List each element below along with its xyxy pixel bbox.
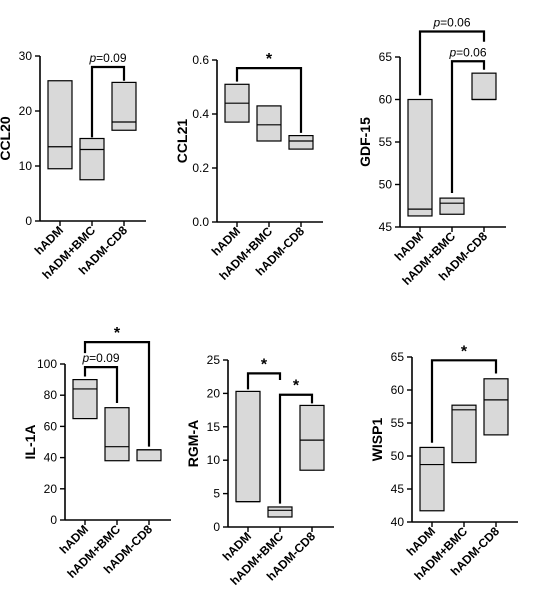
y-tick-label: 0.0 xyxy=(192,215,209,229)
significance-star: * xyxy=(114,325,121,342)
y-tick-label: 20 xyxy=(44,482,58,496)
y-tick-label: 0.4 xyxy=(192,107,209,121)
y-tick-label: 55 xyxy=(391,416,405,430)
significance-bracket xyxy=(430,359,498,443)
p-value-label: p=0.06 xyxy=(432,16,470,30)
y-axis-title: CCL21 xyxy=(174,119,190,164)
box-hadm-bmc xyxy=(451,404,477,464)
y-tick-label: 60 xyxy=(44,419,58,433)
y-tick-label: 0 xyxy=(213,520,220,534)
y-tick-label: 25 xyxy=(207,353,221,367)
significance-star: * xyxy=(461,343,468,360)
y-tick-label: 0 xyxy=(25,214,32,228)
y-tick-label: 40 xyxy=(391,515,405,529)
significance-bracket xyxy=(278,393,314,504)
y-tick-label: 45 xyxy=(379,220,393,234)
significance-star: * xyxy=(266,51,273,68)
y-tick-label: 80 xyxy=(44,388,58,402)
y-tick-label: 65 xyxy=(379,50,393,64)
y-tick-label: 55 xyxy=(379,135,393,149)
box-hadm-cd8 xyxy=(299,404,325,471)
y-tick-label: 10 xyxy=(19,159,33,173)
p-value-label: p=0.06 xyxy=(448,45,486,59)
box-hadm xyxy=(47,80,73,170)
y-axis-title: CCL20 xyxy=(0,116,13,161)
y-tick-label: 30 xyxy=(19,49,33,63)
box-hadm-cd8 xyxy=(136,449,162,462)
box-hadm-cd8 xyxy=(483,378,509,436)
box-hadm-bmc xyxy=(256,105,282,142)
significance-bracket xyxy=(83,341,151,447)
significance-star: * xyxy=(293,378,300,395)
significance-star: * xyxy=(261,356,268,373)
significance-bracket xyxy=(246,372,282,390)
significance-bracket xyxy=(418,30,486,96)
significance-bracket xyxy=(450,60,486,193)
y-tick-label: 50 xyxy=(391,449,405,463)
box-hadm-bmc xyxy=(104,407,130,462)
y-tick-label: 0.6 xyxy=(192,53,209,67)
box-hadm-bmc xyxy=(439,197,465,215)
y-tick-label: 40 xyxy=(44,451,58,465)
box-hadm-cd8 xyxy=(288,135,314,150)
y-tick-label: 15 xyxy=(207,420,221,434)
significance-bracket xyxy=(83,366,119,403)
y-tick-label: 50 xyxy=(379,178,393,192)
box-hadm xyxy=(235,390,261,503)
p-value-label: p=0.09 xyxy=(88,51,126,65)
y-tick-label: 5 xyxy=(213,487,220,501)
y-tick-label: 65 xyxy=(391,350,405,364)
y-tick-label: 20 xyxy=(207,386,221,400)
box-hadm-bmc xyxy=(79,137,105,181)
y-tick-label: 45 xyxy=(391,482,405,496)
y-axis-title: GDF-15 xyxy=(357,117,373,167)
chart-panel-4: 020406080100IL-1AhADMhADM+BMChADM-CD8*p=… xyxy=(22,325,171,581)
chart-panel-3: 4550556065GDF-15hADMhADM+BMChADM-CD8p=0.… xyxy=(357,16,506,288)
p-value-label: p=0.09 xyxy=(81,351,119,365)
y-axis-title: IL-1A xyxy=(22,425,38,460)
significance-bracket xyxy=(235,67,303,133)
y-tick-label: 20 xyxy=(19,104,33,118)
y-axis-title: RGM-A xyxy=(185,420,201,467)
y-tick-label: 100 xyxy=(37,357,57,371)
box-hadm-cd8 xyxy=(111,81,137,131)
y-tick-label: 60 xyxy=(379,93,393,107)
significance-bracket xyxy=(90,65,126,138)
y-tick-label: 60 xyxy=(391,383,405,397)
box-hadm xyxy=(419,446,445,512)
box-hadm xyxy=(407,98,433,217)
box-hadm-bmc xyxy=(267,506,293,518)
y-tick-label: 0 xyxy=(50,513,57,527)
box-hadm xyxy=(72,379,98,420)
box-hadm-cd8 xyxy=(471,72,497,101)
y-tick-label: 10 xyxy=(207,453,221,467)
y-axis-title: WISP1 xyxy=(369,418,385,462)
y-tick-label: 0.2 xyxy=(192,161,209,175)
